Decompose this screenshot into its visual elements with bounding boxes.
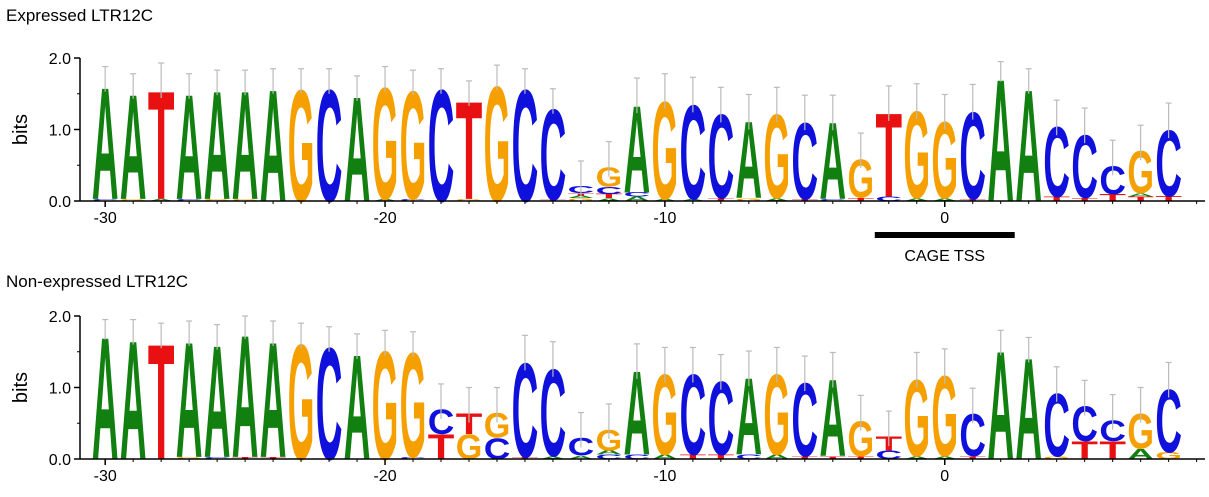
position-column: AG	[1127, 404, 1154, 462]
panel-title: Expressed LTR12C	[6, 6, 153, 25]
y-tick-label: 2.0	[49, 51, 71, 68]
letter-C: C	[736, 454, 763, 461]
letter-A: A	[148, 198, 175, 201]
letter-C: C	[400, 456, 427, 459]
error-bars	[102, 60, 1172, 196]
letter-T: T	[708, 454, 735, 461]
y-axis-label: bits	[10, 114, 32, 145]
letter-C: C	[176, 198, 203, 201]
letter-A: A	[1127, 192, 1154, 198]
letter-A: A	[931, 455, 958, 460]
letter-T: T	[847, 455, 874, 460]
letter-A: A	[903, 197, 930, 202]
letter-A: A	[1127, 446, 1154, 463]
letter-T: T	[959, 455, 986, 460]
letter-G: G	[568, 198, 595, 202]
letter-C: C	[875, 196, 902, 203]
y-tick-label: 1.0	[49, 123, 71, 140]
letter-A: A	[596, 449, 623, 456]
letter-T: T	[232, 456, 259, 459]
letter-A: A	[764, 454, 791, 461]
letter-C: C	[400, 198, 427, 201]
letter-T: T	[260, 456, 287, 459]
position-column: CT	[875, 433, 902, 462]
y-axis-label: bits	[10, 372, 32, 403]
letter-A: A	[568, 194, 595, 199]
x-tick-label: -20	[373, 468, 396, 485]
letter-T: T	[1071, 196, 1098, 202]
logo-panel-1: Expressed LTR12C CA GA AT CA GA GA A G C A AG CG C GT G…	[6, 6, 1205, 265]
x-tick-label: -10	[653, 468, 676, 485]
letter-T: T	[1043, 196, 1070, 203]
letter-G: G	[176, 456, 203, 459]
letter-T: T	[1127, 196, 1154, 203]
panel-title: Non-expressed LTR12C	[6, 272, 188, 291]
letter-G: G	[1155, 450, 1182, 461]
letter-C: C	[820, 198, 847, 201]
letter-T: T	[959, 198, 986, 201]
letter-T: T	[820, 455, 847, 460]
letter-C: C	[596, 185, 623, 196]
letter-T: T	[1155, 195, 1182, 203]
cage-tss-label: CAGE TSS	[904, 248, 985, 265]
letter-A: A	[931, 197, 958, 202]
letter-A: A	[540, 455, 567, 460]
letter-A: A	[680, 198, 707, 201]
letter-A: A	[624, 196, 651, 203]
letter-A: A	[903, 455, 930, 460]
letter-G: G	[1043, 456, 1070, 460]
letter-C: C	[596, 454, 623, 461]
letter-G: G	[456, 198, 483, 201]
letter-T: T	[1099, 192, 1126, 203]
letter-G: G	[204, 198, 231, 201]
x-tick-label: 0	[940, 468, 949, 485]
letter-T: T	[596, 193, 623, 200]
letter-C: C	[875, 448, 902, 462]
letter-G: G	[736, 198, 763, 202]
letter-T: T	[792, 455, 819, 460]
letter-A: A	[764, 197, 791, 202]
x-tick-label: -30	[94, 210, 117, 227]
y-tick-label: 0.0	[49, 194, 71, 211]
x-tick-label: -20	[373, 210, 396, 227]
letter-T: T	[680, 454, 707, 461]
letter-T: T	[847, 196, 874, 202]
y-tick-label: 1.0	[49, 381, 71, 398]
letter-T: T	[792, 198, 819, 201]
x-tick-label: -10	[653, 210, 676, 227]
letter-A: A	[652, 198, 679, 201]
letter-stacks: CAGAATCAGAGAAGCAAGCGCGTGCTCGATCATCGACAAG…	[92, 43, 1182, 238]
y-tick-label: 0.0	[49, 452, 71, 469]
letter-A: A	[372, 198, 399, 201]
letter-A: A	[568, 454, 595, 460]
letter-G: G	[120, 198, 147, 201]
letter-C: C	[624, 454, 651, 461]
letter-T: T	[708, 197, 735, 202]
letter-G: G	[232, 198, 259, 201]
letter-A: A	[596, 197, 623, 202]
letter-T: T	[512, 456, 539, 459]
x-tick-label: 0	[940, 210, 949, 227]
letter-C: C	[624, 191, 651, 198]
letter-A: A	[652, 454, 679, 461]
letter-C: C	[92, 198, 119, 201]
y-tick-label: 2.0	[49, 309, 71, 326]
error-bars	[102, 315, 1172, 448]
x-tick-label: -30	[94, 468, 117, 485]
letter-C: C	[204, 456, 231, 459]
